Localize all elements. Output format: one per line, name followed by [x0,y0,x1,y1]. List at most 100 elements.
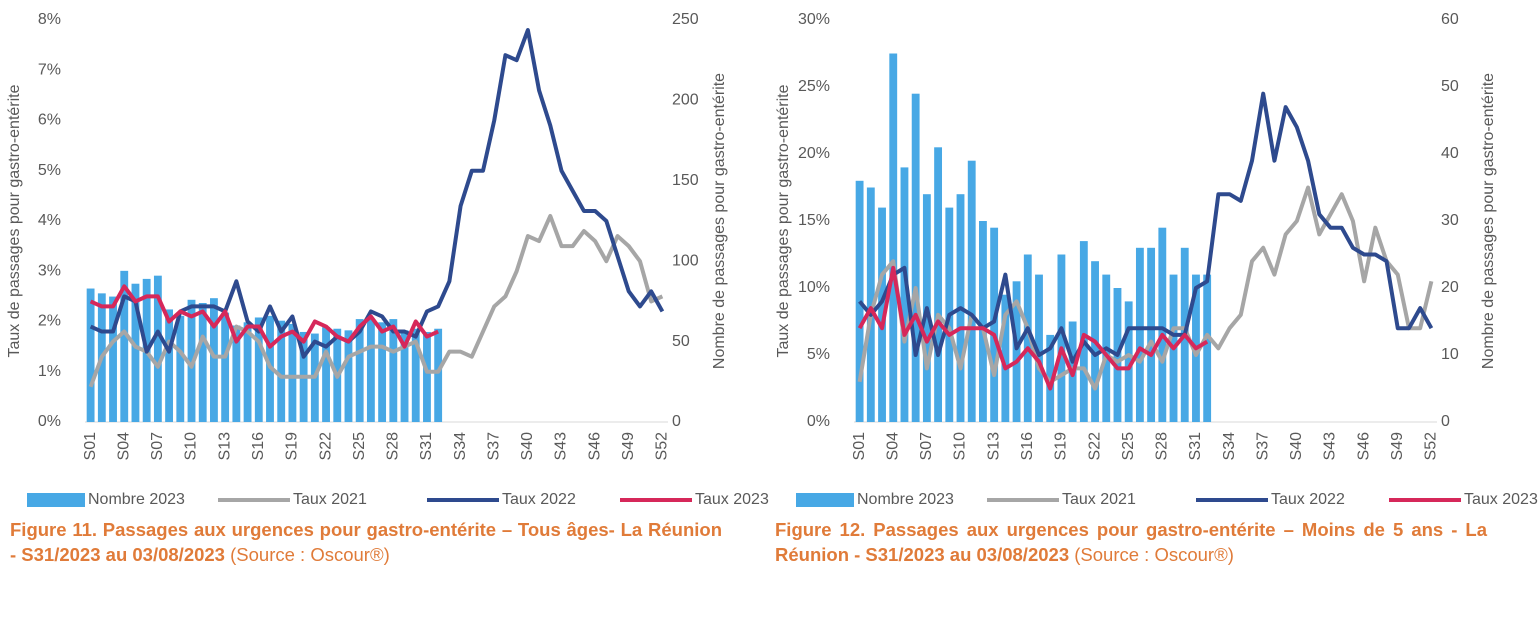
y-axis-label: Taux de passages pour gastro-entérite [6,84,23,357]
bar [423,331,431,422]
bar [1147,247,1156,422]
x-tick-label: S28 [385,432,402,461]
bar [355,319,364,422]
x-tick-label: S49 [620,432,637,461]
bar [120,270,129,422]
y-tick-label: 6% [38,112,61,129]
bar [1135,247,1144,422]
x-tick-label: S37 [1254,432,1271,461]
bar [434,328,443,422]
x-tick-label: S52 [654,432,671,461]
bar [411,328,420,422]
line [857,265,1209,391]
line [89,28,665,359]
x-tick-label: S07 [149,432,166,461]
legend-label: Taux 2023 [695,491,769,508]
legend-label: Nombre 2023 [88,491,185,508]
caption-title: Figure 11. Passages aux urgences pour ga… [10,519,722,565]
bar [967,160,976,422]
bar [378,322,387,422]
bar [221,312,230,422]
bar [1012,281,1021,422]
y-tick-label: 30% [798,11,830,28]
x-tick-label: S52 [1423,432,1440,461]
y2-tick-label: 0 [672,413,681,430]
x-tick-label: S16 [250,432,267,461]
legend-swatch [796,493,854,507]
x-tick-label: S49 [1389,432,1406,461]
x-tick-label: S31 [1187,432,1204,461]
bar [389,319,398,422]
line [88,213,664,388]
y-axis-label: Taux de passages pour gastro-entérite [775,84,792,357]
x-tick-label: S22 [1086,432,1103,461]
x-tick-label: S16 [1019,432,1036,461]
y2-tick-label: 50 [1441,78,1459,95]
x-tick-label: S04 [115,432,132,461]
x-tick-label: S10 [183,432,200,461]
x-tick-label: S46 [586,432,603,461]
bar [254,317,263,422]
bar [277,320,286,422]
y-tick-label: 5% [38,162,61,179]
bar [131,283,140,422]
x-tick-label: S40 [1288,432,1305,461]
y2-tick-label: 60 [1441,11,1459,28]
bar [900,167,909,422]
bar [1203,274,1212,422]
bar [322,327,330,422]
bar [889,53,898,422]
y2-tick-label: 200 [672,92,699,109]
caption: Figure 12. Passages aux urgences pour ga… [775,517,1487,567]
caption: Figure 11. Passages aux urgences pour ga… [10,517,722,567]
y2-tick-label: 0 [1441,413,1450,430]
x-tick-label: S19 [284,432,301,461]
bar [165,309,174,422]
bar [911,93,920,422]
chart: 0% 5% 10% 15% 20% 25% 30% 0 10 20 30 40 50 60 S01 S04 S0… [775,11,1497,461]
bar [109,296,117,422]
bar [366,319,375,422]
x-tick-label: S31 [418,432,435,461]
y-tick-label: 20% [798,145,830,162]
x-tick-label: S01 [851,432,868,461]
legend-label: Taux 2022 [1271,491,1345,508]
y2-tick-label: 250 [672,11,699,28]
bar [979,221,987,422]
bar [86,288,95,422]
bar [344,330,353,422]
x-tick-label: S40 [519,432,536,461]
y-tick-label: 7% [38,61,61,78]
bar [243,322,252,422]
bar [400,330,409,422]
x-tick-label: S19 [1053,432,1070,461]
x-tick-label: S34 [452,432,469,461]
x-tick-label: S13 [985,432,1002,461]
y-tick-label: 0% [807,413,830,430]
x-tick-label: S10 [952,432,969,461]
y2-axis-label: Nombre de passages pour gastro-entérite [711,73,728,369]
line [89,284,439,349]
bar [198,303,207,422]
y2-axis-label: Nombre de passages pour gastro-entérite [1480,73,1497,369]
y2-tick-label: 40 [1441,145,1459,162]
y-tick-label: 0% [38,413,61,430]
bar [288,323,297,422]
y2-tick-label: 150 [672,172,699,189]
bar [855,180,864,422]
y-tick-label: 10% [798,279,830,296]
x-tick-label: S04 [884,432,901,461]
legend-swatch [27,493,85,507]
y-tick-label: 2% [38,313,61,330]
x-tick-label: S25 [351,432,368,461]
y-tick-label: 1% [38,363,61,380]
bar [878,207,886,422]
x-tick-label: S43 [1322,432,1339,461]
x-tick-label: S22 [317,432,334,461]
y2-tick-label: 20 [1441,279,1459,296]
x-tick-label: S46 [1355,432,1372,461]
x-tick-label: S07 [918,432,935,461]
x-tick-label: S13 [216,432,233,461]
legend-label: Taux 2022 [502,491,576,508]
